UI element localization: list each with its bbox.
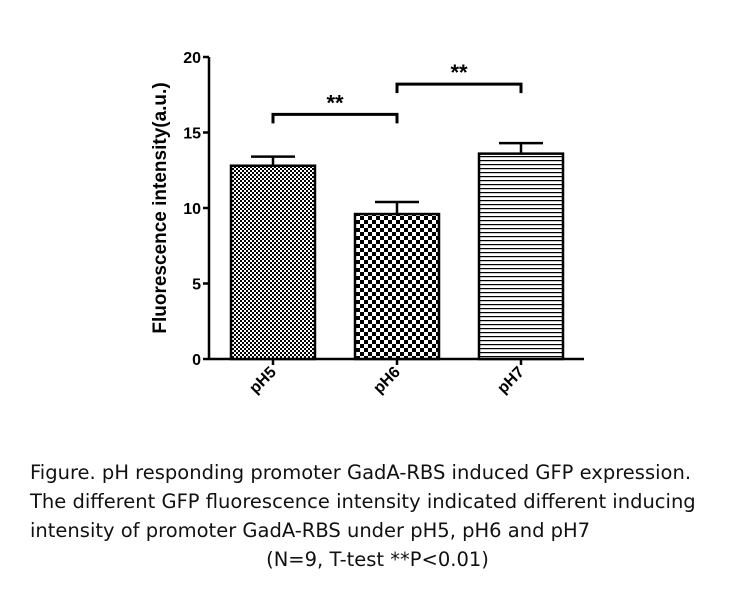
bar-pH6: [353, 212, 441, 361]
y-tick-label: 0: [192, 352, 201, 369]
bar-chart: 0 5 10 15 20 pH5 pH6 pH7 ** ** Fluorescence inte…: [150, 50, 584, 397]
y-tick-label: 20: [183, 50, 201, 67]
significance-bracket-1: [271, 112, 399, 124]
bar-pH7: [477, 152, 565, 361]
caption-line-1: Figure. pH responding promoter GadA-RBS …: [30, 461, 692, 484]
y-tick-label: 10: [183, 201, 201, 218]
significance-label-1: **: [326, 90, 344, 115]
x-tick-label: pH7: [494, 364, 527, 397]
caption-line-2: The different GFP fluorescence intensity…: [30, 490, 696, 513]
y-axis-label: Fluorescence intensity(a.u.): [150, 82, 171, 333]
y-tick-label: 5: [192, 277, 201, 294]
x-tick-label: pH5: [246, 364, 279, 397]
x-tick-label: pH6: [370, 364, 403, 397]
significance-label-2: **: [450, 60, 468, 85]
caption-line-3: intensity of promoter GadA-RBS under pH5…: [30, 519, 591, 542]
caption-line-4: (N=9, T-test **P<0.01): [266, 548, 489, 571]
figure-caption: Figure. pH responding promoter GadA-RBS …: [30, 458, 745, 574]
bar-pH5: [229, 164, 317, 361]
y-tick-label: 15: [183, 126, 201, 143]
significance-bracket-2: [395, 82, 523, 94]
